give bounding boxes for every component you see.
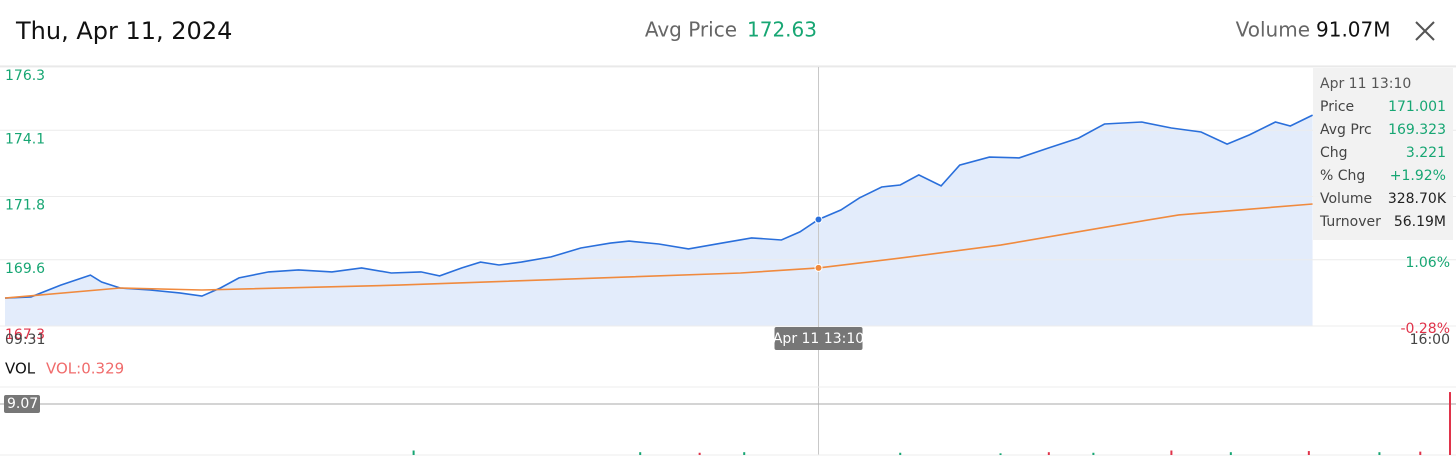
vol-bar (698, 452, 701, 455)
y-tick-label: 171.8 (5, 198, 45, 214)
y2-tick-label: -0.28% (1400, 321, 1450, 337)
crosshair-dot (814, 263, 823, 272)
tooltip-title: Apr 11 13:10 (1320, 76, 1411, 92)
vol-title: VOL (5, 360, 36, 378)
vol-tick-label: 9.07 (7, 396, 38, 412)
tooltip-value: 3.221 (1406, 145, 1446, 161)
crosshair-label: Apr 11 13:10 (773, 331, 864, 347)
tooltip-label: Turnover (1319, 214, 1381, 230)
vol-bar (999, 453, 1002, 455)
vol-bar (639, 452, 642, 455)
y2-tick-label: 1.06% (1406, 255, 1450, 271)
y-tick-label: 174.1 (5, 131, 45, 147)
crosshair-label-box (774, 327, 863, 350)
vol-bar (412, 450, 415, 455)
date: Thu, Apr 11, 2024 (15, 17, 232, 45)
price-area (5, 115, 1313, 326)
tooltip-value: 328.70K (1388, 191, 1447, 207)
tooltip-value: 169.323 (1388, 122, 1446, 138)
vol-bar (899, 452, 902, 455)
vol-bar (1047, 452, 1050, 455)
vol-subtitle: VOL:0.329 (46, 360, 124, 378)
tooltip-value: 171.001 (1388, 99, 1446, 115)
tooltip-label: Avg Prc (1320, 122, 1372, 138)
x-tick-label: 09:31 (5, 332, 45, 348)
volume-label: Volume (1236, 18, 1310, 42)
volume: 91.07M (1316, 18, 1391, 42)
vol-tick-box (4, 395, 40, 414)
tooltip-label: Price (1320, 99, 1354, 115)
series-line (4, 114, 1313, 299)
tooltip-box (1313, 68, 1453, 240)
tooltip-value: 56.19M (1394, 214, 1446, 230)
vol-bar (1307, 451, 1310, 455)
vol-bar (743, 452, 746, 455)
tooltip-label: Chg (1320, 145, 1348, 161)
close-button[interactable] (1415, 21, 1435, 41)
x-tick-label: 16:00 (1410, 332, 1450, 348)
y-tick-label: 167.3 (5, 327, 45, 343)
tooltip-label: Volume (1320, 191, 1372, 207)
y-tick-label: 169.6 (5, 261, 45, 277)
vol-bar (1419, 451, 1422, 455)
avg-price: 172.63 (747, 18, 817, 42)
vol-bar (1170, 450, 1173, 455)
vol-bar (1092, 452, 1095, 455)
vol-bar (1378, 452, 1381, 455)
vol-bar (1229, 452, 1232, 455)
tooltip: Apr 11 13:10 Price 171.001 Avg Prc 169.323 Ch… (1313, 68, 1453, 240)
y-tick-label: 176.3 (5, 68, 45, 84)
close-icon[interactable] (1415, 21, 1435, 41)
tooltip-value: +1.92% (1390, 168, 1446, 184)
vol-bar (1449, 392, 1451, 455)
tooltip-label: % Chg (1320, 168, 1365, 184)
crosshair-dot (814, 215, 823, 224)
avg-price-label: Avg Price (645, 18, 737, 42)
